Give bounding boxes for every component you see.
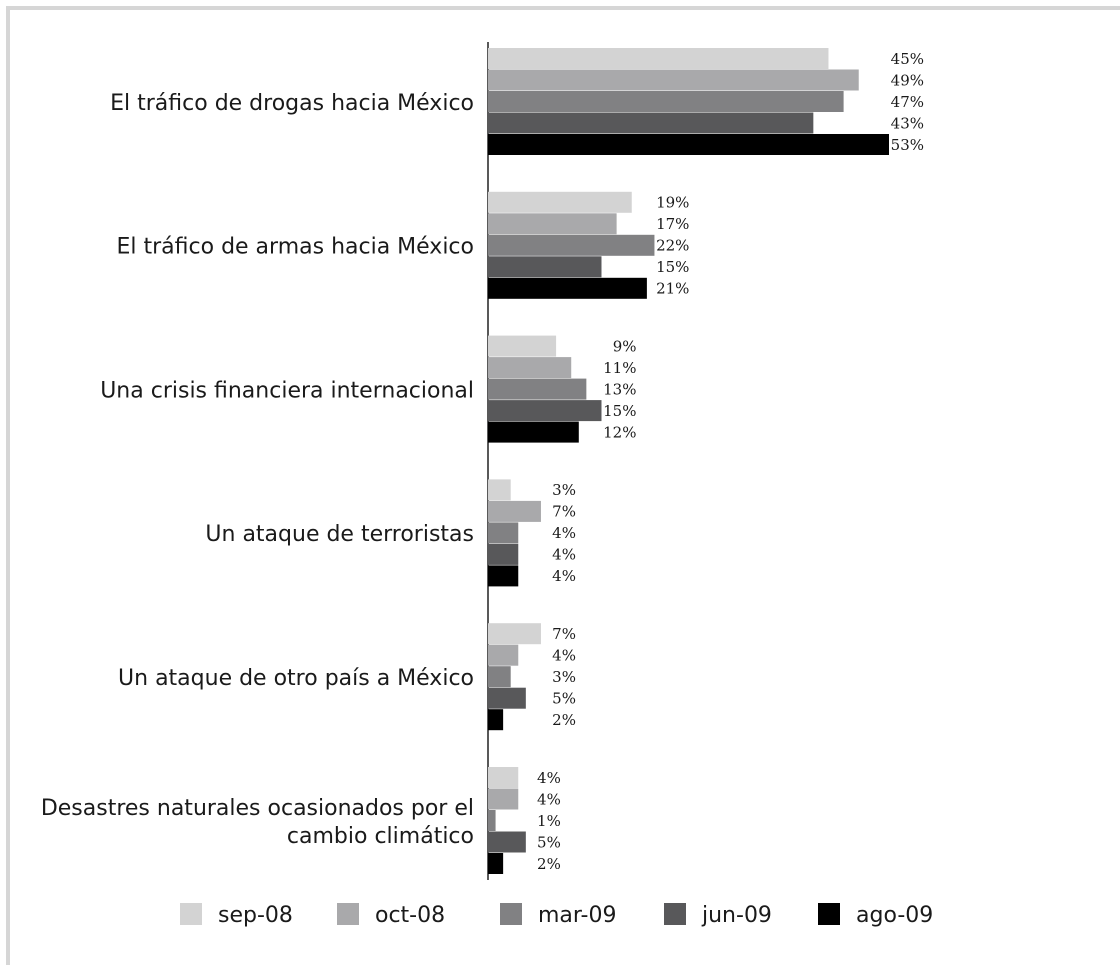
bar-jun-09-cat-3 [488,543,519,565]
value-label-oct-08-cat-4: 4% [552,646,576,664]
bar-mar-09-cat-2 [488,378,587,400]
category-label-4: Un ataque de otro país a México [118,666,474,691]
value-label-mar-09-cat-1: 22% [656,237,689,255]
category-label-2: Una crisis financiera internacional [100,378,474,403]
bar-sep-08-cat-5 [488,767,519,788]
bar-oct-08-cat-3 [488,500,541,522]
value-label-mar-09-cat-5: 1% [537,812,561,830]
category-labels-group: El tráfico de drogas hacia México El tráf… [41,91,474,849]
bar-jun-09-cat-4 [488,687,526,709]
bar-ago-09-cat-0 [488,134,889,155]
value-label-oct-08-cat-0: 49% [891,71,924,89]
value-label-ago-09-cat-1: 21% [656,280,689,298]
value-label-oct-08-cat-2: 11% [603,359,636,377]
bar-sep-08-cat-1 [488,191,632,213]
bar-oct-08-cat-2 [488,357,572,379]
legend-swatch-jun-09 [664,903,686,925]
bar-oct-08-cat-5 [488,788,519,810]
bar-ago-09-cat-3 [488,565,519,587]
bar-ago-09-cat-1 [488,277,647,299]
bar-mar-09-cat-1 [488,234,655,256]
bar-sep-08-cat-0 [488,48,829,69]
bar-jun-09-cat-2 [488,400,602,422]
bar-ago-09-cat-2 [488,421,579,443]
legend-swatch-ago-09 [818,903,840,925]
bar-jun-09-cat-0 [488,112,814,134]
value-label-jun-09-cat-1: 15% [656,258,689,276]
value-label-ago-09-cat-4: 2% [552,711,576,729]
bar-ago-09-cat-4 [488,709,504,731]
legend-swatch-mar-09 [500,903,522,925]
bar-oct-08-cat-4 [488,644,519,666]
value-label-mar-09-cat-4: 3% [552,668,576,686]
value-label-mar-09-cat-0: 47% [891,93,924,111]
bar-sep-08-cat-2 [488,335,557,357]
value-label-ago-09-cat-0: 53% [891,136,924,154]
value-label-ago-09-cat-2: 12% [603,423,636,441]
value-label-mar-09-cat-2: 13% [603,380,636,398]
legend-label-jun-09: jun-09 [701,903,772,928]
bar-sep-08-cat-3 [488,479,511,501]
bar-mar-09-cat-3 [488,522,519,544]
category-label-3: Un ataque de terroristas [205,522,474,547]
value-label-ago-09-cat-5: 2% [537,855,561,873]
category-label-0: El tráfico de drogas hacia México [110,91,474,116]
chart-frame [6,6,1120,965]
value-label-jun-09-cat-4: 5% [552,689,576,707]
value-label-sep-08-cat-3: 3% [552,481,576,499]
bar-mar-09-cat-5 [488,810,496,831]
bar-oct-08-cat-1 [488,213,617,235]
bars-group [488,48,889,874]
value-label-jun-09-cat-0: 43% [891,114,924,132]
value-label-jun-09-cat-2: 15% [603,402,636,420]
legend-swatch-oct-08 [337,903,359,925]
legend-swatch-sep-08 [180,903,202,925]
bar-oct-08-cat-0 [488,69,859,91]
bar-jun-09-cat-1 [488,256,602,278]
value-labels-group: 45% 49% 47% 43% 53% 19% 17% 22% 15% 21% 9% 11% 13% 15… [537,50,924,873]
category-label-5-line-1: cambio climático [287,824,474,849]
value-label-mar-09-cat-3: 4% [552,524,576,542]
bar-jun-09-cat-5 [488,831,526,853]
bar-sep-08-cat-4 [488,623,541,645]
value-label-sep-08-cat-5: 4% [537,769,561,787]
legend-label-sep-08: sep-08 [218,903,293,928]
value-label-oct-08-cat-5: 4% [537,790,561,808]
bar-ago-09-cat-5 [488,853,504,874]
value-label-ago-09-cat-3: 4% [552,567,576,585]
legend: sep-08 oct-08 mar-09 jun-09 ago-09 [180,903,933,928]
value-label-oct-08-cat-3: 7% [552,503,576,521]
legend-label-oct-08: oct-08 [375,903,445,928]
value-label-sep-08-cat-4: 7% [552,625,576,643]
value-label-jun-09-cat-3: 4% [552,546,576,564]
value-label-sep-08-cat-0: 45% [891,50,924,68]
bar-mar-09-cat-4 [488,666,511,688]
value-label-jun-09-cat-5: 5% [537,833,561,851]
bar-mar-09-cat-0 [488,91,844,112]
legend-label-mar-09: mar-09 [538,903,616,928]
category-label-1: El tráfico de armas hacia México [117,235,475,260]
legend-label-ago-09: ago-09 [856,903,933,928]
value-label-sep-08-cat-2: 9% [613,337,637,355]
value-label-oct-08-cat-1: 17% [656,215,689,233]
value-label-sep-08-cat-1: 19% [656,194,689,212]
category-label-5-line-0: Desastres naturales ocasionados por el [41,796,474,821]
